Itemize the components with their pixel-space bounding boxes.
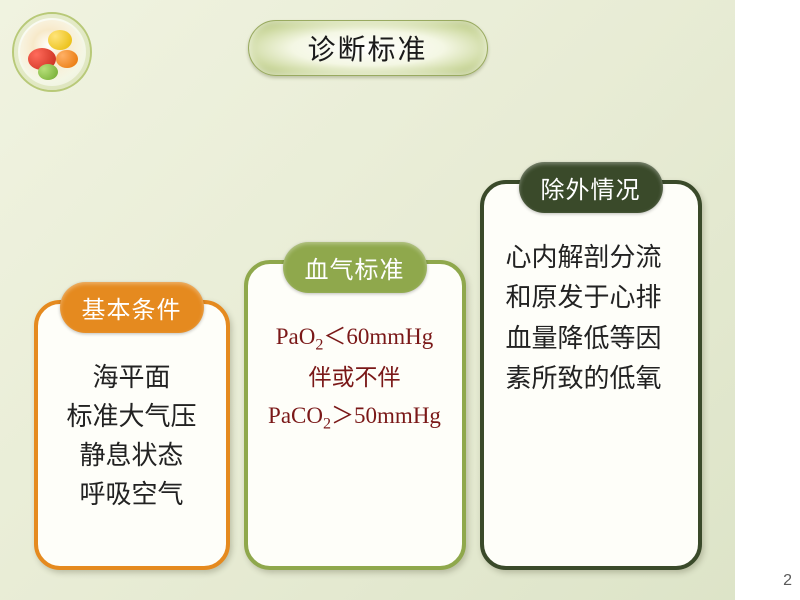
- corner-decoration-ring: [12, 12, 92, 92]
- pao2-prefix: PaO: [276, 324, 316, 349]
- card-bloodgas-line1: PaO2＜60mmHg: [264, 318, 446, 359]
- slide-background: 诊断标准 基本条件 海平面 标准大气压 静息状态 呼吸空气 血气标准 PaO2＜…: [0, 0, 735, 600]
- card-bloodgas: 血气标准 PaO2＜60mmHg 伴或不伴 PaCO2＞50mmHg: [244, 260, 466, 570]
- card-basic-body: 海平面 标准大气压 静息状态 呼吸空气: [54, 358, 210, 514]
- card-exclude-badge-label: 除外情况: [541, 178, 641, 204]
- paco2-rest: ＞50mmHg: [331, 403, 441, 428]
- card-basic-line: 呼吸空气: [54, 475, 210, 514]
- card-bloodgas-badge: 血气标准: [283, 242, 427, 293]
- title-text: 诊断标准: [307, 28, 427, 68]
- pao2-rest: ＜60mmHg: [323, 324, 433, 349]
- right-pane: 2: [735, 0, 800, 600]
- page-number: 2: [783, 572, 792, 590]
- card-basic-line: 标准大气压: [54, 397, 210, 436]
- paco2-sub: 2: [323, 416, 331, 433]
- card-bloodgas-line2: 伴或不伴: [264, 359, 446, 397]
- card-basic-badge-label: 基本条件: [82, 298, 182, 324]
- cards-row: 基本条件 海平面 标准大气压 静息状态 呼吸空气 血气标准 PaO2＜60mmH…: [0, 180, 735, 570]
- pill-yellow-icon: [48, 30, 72, 50]
- card-bloodgas-badge-label: 血气标准: [305, 258, 405, 284]
- corner-decoration-inner: [20, 20, 84, 84]
- card-bloodgas-body: PaO2＜60mmHg 伴或不伴 PaCO2＞50mmHg: [264, 318, 446, 438]
- card-bloodgas-line3: PaCO2＞50mmHg: [264, 397, 446, 438]
- pill-green-icon: [38, 64, 58, 80]
- title-badge: 诊断标准: [248, 20, 488, 76]
- card-basic-line: 海平面: [54, 358, 210, 397]
- card-exclude-badge: 除外情况: [519, 162, 663, 213]
- pill-orange-icon: [56, 50, 78, 68]
- paco2-prefix: PaCO: [268, 403, 323, 428]
- card-exclude-body: 心内解剖分流和原发于心排血量降低等因素所致的低氧: [500, 238, 682, 399]
- card-exclude: 除外情况 心内解剖分流和原发于心排血量降低等因素所致的低氧: [480, 180, 702, 570]
- card-exclude-text: 心内解剖分流和原发于心排血量降低等因素所致的低氧: [506, 243, 662, 393]
- card-basic-badge: 基本条件: [60, 282, 204, 333]
- card-basic-line: 静息状态: [54, 436, 210, 475]
- card-basic: 基本条件 海平面 标准大气压 静息状态 呼吸空气: [34, 300, 230, 570]
